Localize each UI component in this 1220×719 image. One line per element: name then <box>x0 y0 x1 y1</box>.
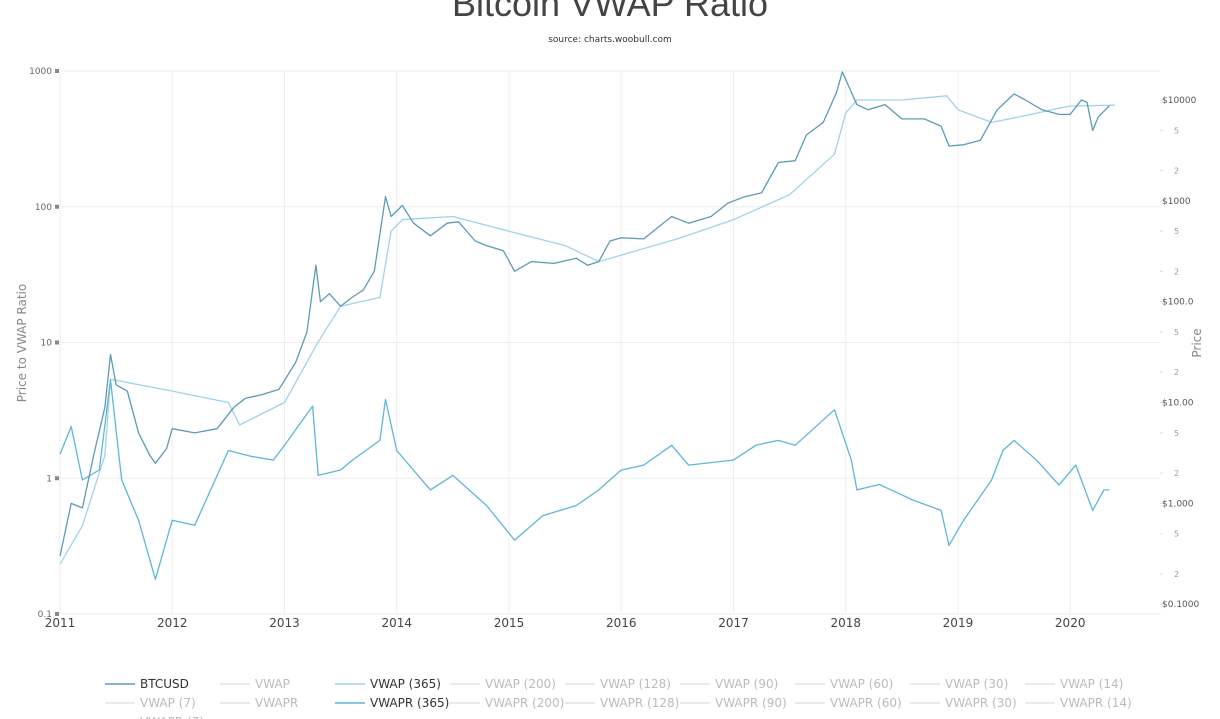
y-tick-label: 0.1 <box>38 610 52 620</box>
y2-tick-label: 5 <box>1174 328 1179 337</box>
legend-label: VWAP (30) <box>945 677 1008 691</box>
y-tick-mark <box>55 476 59 481</box>
legend-label: VWAP (128) <box>600 677 671 691</box>
series-line <box>59 71 1110 557</box>
legend-label: VWAP (90) <box>715 677 778 691</box>
y2-tick-label: 5 <box>1174 530 1179 539</box>
y-tick-label: 100 <box>35 203 52 213</box>
legend-label: VWAPR (30) <box>945 696 1017 710</box>
x-tick-label: 2012 <box>157 616 188 630</box>
y2-tick-label: 2 <box>1174 570 1179 579</box>
x-tick-label: 2020 <box>1055 616 1086 630</box>
y2-axis-label: Price <box>1190 328 1204 357</box>
legend-label: VWAPR (14) <box>1060 696 1132 710</box>
x-tick-label: 2015 <box>494 616 525 630</box>
y-tick-mark <box>55 612 59 616</box>
y-tick-mark <box>55 204 59 209</box>
y2-tick-label: 5 <box>1174 227 1179 236</box>
x-tick-label: 2013 <box>269 616 300 630</box>
legend-label: BTCUSD <box>140 677 189 691</box>
y-tick-label: 1000 <box>29 67 52 77</box>
chart-title: Bitcoin VWAP Ratio <box>452 0 768 24</box>
x-tick-label: 2011 <box>45 616 76 630</box>
legend-label: VWAP (14) <box>1060 677 1123 691</box>
y-tick-mark <box>55 69 59 73</box>
y-tick-label: 10 <box>41 339 53 349</box>
chart-subtitle: source: charts.woobull.com <box>548 35 672 45</box>
y2-tick-label: $1000 <box>1162 197 1191 207</box>
y2-tick-label: 2 <box>1174 167 1179 176</box>
y2-tick-label: $100.0 <box>1162 298 1194 308</box>
y2-tick-label: 2 <box>1174 469 1179 478</box>
y2-tick-label: 5 <box>1174 126 1179 135</box>
y2-tick-label: 2 <box>1174 267 1179 276</box>
y2-tick-label: 2 <box>1174 368 1179 377</box>
legend-label: VWAP (60) <box>830 677 893 691</box>
legend-label: VWAP (200) <box>485 677 556 691</box>
legend-label: VWAP (7) <box>140 696 196 710</box>
plot-area <box>59 71 1116 580</box>
y2-tick-label: $10.00 <box>1162 399 1194 409</box>
legend: BTCUSD VWAP VWAP (365) VWAP (200) VWAP (128)… <box>105 677 1132 719</box>
legend-label: VWAP (365) <box>370 677 441 691</box>
y-axis-label: Price to VWAP Ratio <box>15 284 29 402</box>
x-tick-label: 2017 <box>718 616 749 630</box>
y2-tick-label: $10000 <box>1162 96 1197 106</box>
x-tick-label: 2019 <box>943 616 974 630</box>
x-tick-label: 2018 <box>830 616 861 630</box>
y-tick-mark <box>55 340 59 345</box>
series-line <box>59 379 1110 580</box>
legend-label: VWAPR (200) <box>485 696 564 710</box>
y2-tick-label: $1.000 <box>1162 499 1194 509</box>
legend-label: VWAPR (60) <box>830 696 902 710</box>
legend-label: VWAPR (365) <box>370 696 449 710</box>
legend-label: VWAPR <box>255 696 298 710</box>
legend-label: VWAPR (7) <box>140 715 204 719</box>
legend-label: VWAPR (128) <box>600 696 679 710</box>
y-tick-label: 1 <box>46 474 52 484</box>
grid: 2011 2012 2013 2014 2015 2016 2017 2018 2019 2020… <box>29 67 1199 630</box>
legend-label: VWAPR (90) <box>715 696 787 710</box>
x-tick-label: 2016 <box>606 616 637 630</box>
y2-tick-label: $0.1000 <box>1162 600 1199 610</box>
series-line <box>59 95 1116 565</box>
y2-tick-label: 5 <box>1174 429 1179 438</box>
legend-label: VWAP <box>255 677 290 691</box>
x-tick-label: 2014 <box>381 616 412 630</box>
